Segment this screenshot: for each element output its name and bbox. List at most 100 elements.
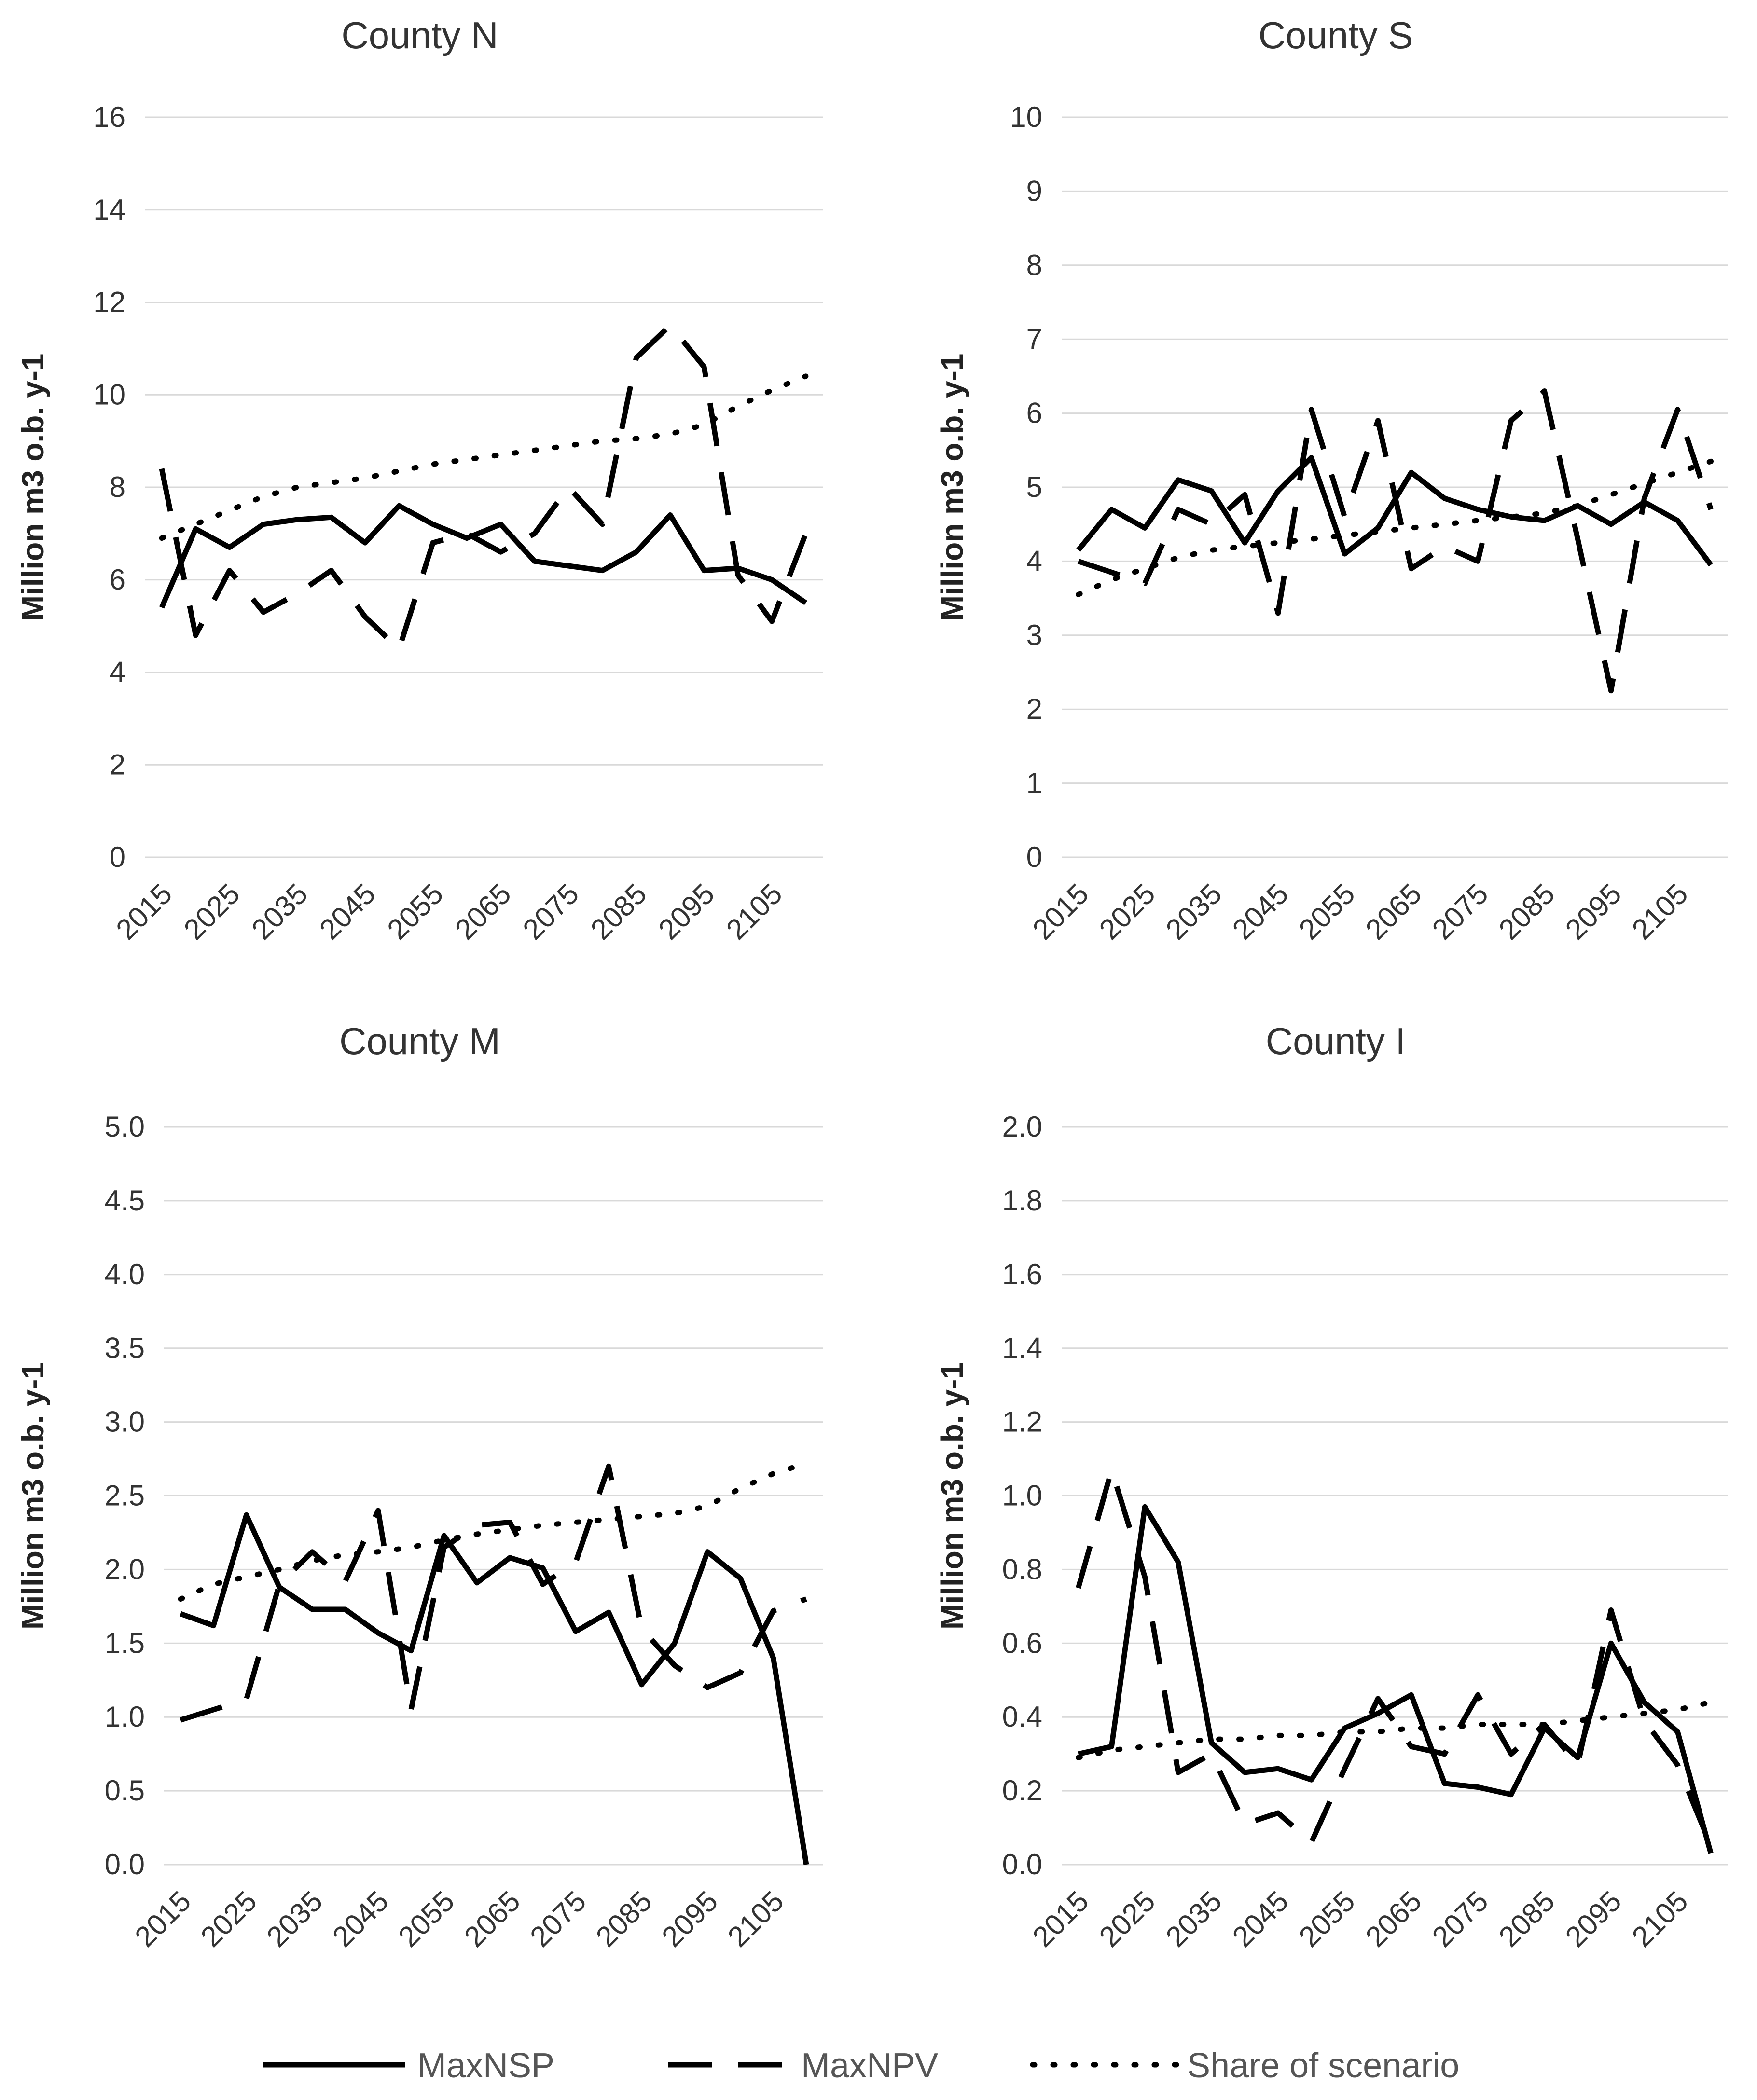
y-axis-label: Million m3 o.b. y-1 xyxy=(15,354,50,621)
chart-panel-county-n: County N Million m3 o.b. y-1 0 2 4 6 8 10 12 14… xyxy=(15,14,823,946)
x-tick-label: 2075 xyxy=(1426,1885,1494,1953)
y-tick-label: 6 xyxy=(1026,397,1042,429)
series-line-maxnsp xyxy=(1076,455,1713,567)
x-tick-label: 2035 xyxy=(246,878,314,946)
x-tick-label: 2085 xyxy=(590,1885,658,1953)
series-line-maxnsp xyxy=(1078,1504,1714,1854)
y-tick-label: 1.8 xyxy=(1002,1184,1042,1217)
y-tick-label: 10 xyxy=(1010,101,1042,133)
series-line-maxnpv xyxy=(180,1463,807,1723)
chart-panel-county-i: County I Million m3 o.b. y-1 0.0 0.2 0.4 0.… xyxy=(935,1020,1728,1953)
chart-title: County I xyxy=(1266,1020,1406,1062)
y-axis-label: Million m3 o.b. y-1 xyxy=(15,1362,50,1630)
x-tick-label: 2105 xyxy=(720,878,789,946)
legend: MaxNSP MaxNPV Share of scenario xyxy=(263,2046,1459,2085)
y-tick-label: 16 xyxy=(93,101,125,133)
y-tick-label: 6 xyxy=(110,563,125,596)
y-tick-label: 0 xyxy=(110,841,125,873)
x-tick-label: 2065 xyxy=(458,1885,526,1953)
x-tick-label: 2015 xyxy=(1026,878,1095,946)
y-tick-label: 0 xyxy=(1026,841,1042,873)
x-tick-label: 2095 xyxy=(656,1885,724,1953)
y-axis-label: Million m3 o.b. y-1 xyxy=(935,1362,969,1630)
x-tick-label: 2105 xyxy=(1626,1885,1694,1953)
chart-title: County S xyxy=(1259,14,1413,56)
x-tick-label: 2065 xyxy=(1359,878,1428,946)
series-line-maxnsp xyxy=(159,503,807,609)
y-tick-label: 1 xyxy=(1026,767,1042,799)
x-tick-label: 2035 xyxy=(1160,878,1228,946)
y-tick-label: 2.0 xyxy=(1002,1111,1042,1143)
y-tick-label: 4 xyxy=(110,656,125,688)
series-line-share-of-scenario xyxy=(159,373,809,541)
y-tick-label: 1.2 xyxy=(1002,1406,1042,1438)
x-tick-label: 2055 xyxy=(381,878,450,946)
y-tick-label: 2.5 xyxy=(105,1480,145,1512)
series-line-maxnpv xyxy=(159,322,809,652)
x-tick-label: 2045 xyxy=(1226,1885,1295,1953)
legend-label-maxnsp: MaxNSP xyxy=(417,2046,554,2085)
x-tick-label: 2075 xyxy=(517,878,585,946)
y-tick-label: 8 xyxy=(1026,249,1042,281)
y-tick-label: 1.0 xyxy=(105,1701,145,1733)
x-tick-label: 2095 xyxy=(652,878,721,946)
y-tick-label: 12 xyxy=(93,286,125,318)
y-axis-label: Million m3 o.b. y-1 xyxy=(935,354,969,621)
y-tick-label: 4.0 xyxy=(105,1258,145,1290)
y-tick-label: 3.0 xyxy=(105,1406,145,1438)
series-line-share-of-scenario xyxy=(178,1460,809,1602)
x-tick-label: 2045 xyxy=(313,878,382,946)
x-tick-label: 2085 xyxy=(584,878,653,946)
y-tick-label: 8 xyxy=(110,471,125,503)
y-tick-label: 14 xyxy=(93,193,125,226)
y-tick-label: 5.0 xyxy=(105,1111,145,1143)
y-tick-label: 5 xyxy=(1026,471,1042,503)
x-tick-label: 2065 xyxy=(1359,1885,1428,1953)
x-tick-label: 2025 xyxy=(194,1885,263,1953)
x-tick-label: 2085 xyxy=(1493,878,1561,946)
y-tick-label: 3 xyxy=(1026,619,1042,651)
x-tick-label: 2055 xyxy=(1293,878,1361,946)
y-tick-label: 0.2 xyxy=(1002,1774,1042,1807)
x-tick-label: 2105 xyxy=(721,1885,790,1953)
x-tick-label: 2095 xyxy=(1559,878,1628,946)
y-tick-label: 0.6 xyxy=(1002,1627,1042,1659)
legend-label-maxnpv: MaxNPV xyxy=(801,2046,938,2085)
y-tick-label: 10 xyxy=(93,378,125,411)
x-tick-label: 2035 xyxy=(1160,1885,1228,1953)
x-tick-label: 2045 xyxy=(326,1885,395,1953)
y-tick-label: 3.5 xyxy=(105,1332,145,1364)
y-tick-label: 0.5 xyxy=(105,1774,145,1807)
x-tick-label: 2025 xyxy=(178,878,246,946)
series-line-maxnsp xyxy=(180,1512,809,1865)
x-tick-label: 2085 xyxy=(1493,1885,1561,1953)
x-tick-label: 2035 xyxy=(261,1885,329,1953)
y-tick-label: 1.4 xyxy=(1002,1332,1042,1364)
y-tick-label: 4.5 xyxy=(105,1184,145,1217)
chart-panel-county-m: County M Million m3 o.b. y-1 0.0 0.5 1.0 1.… xyxy=(15,1020,823,1953)
chart-title: County N xyxy=(341,14,498,56)
x-tick-label: 2055 xyxy=(392,1885,461,1953)
y-tick-label: 0.8 xyxy=(1002,1553,1042,1585)
y-tick-label: 2 xyxy=(1026,693,1042,725)
y-tick-label: 1.0 xyxy=(1002,1480,1042,1512)
y-tick-label: 1.6 xyxy=(1002,1258,1042,1290)
x-tick-label: 2065 xyxy=(449,878,517,946)
x-tick-label: 2015 xyxy=(1026,1885,1095,1953)
x-tick-label: 2075 xyxy=(524,1885,593,1953)
y-tick-label: 0.0 xyxy=(105,1848,145,1880)
series-line-share-of-scenario xyxy=(1076,1700,1714,1760)
x-tick-label: 2025 xyxy=(1093,1885,1162,1953)
x-tick-label: 2075 xyxy=(1426,878,1494,946)
y-tick-label: 2.0 xyxy=(105,1553,145,1585)
series-line-maxnpv xyxy=(1076,1467,1714,1847)
y-tick-label: 7 xyxy=(1026,323,1042,355)
chart-panel-county-s: County S Million m3 o.b. y-1 0 1 2 3 4 5 6 7 8 9 1… xyxy=(935,14,1728,946)
series-line-maxnpv xyxy=(1077,388,1714,694)
x-tick-label: 2045 xyxy=(1226,878,1295,946)
y-tick-label: 9 xyxy=(1026,175,1042,207)
y-tick-label: 1.5 xyxy=(105,1627,145,1659)
y-tick-label: 4 xyxy=(1026,545,1042,577)
legend-label-share-of-scenario: Share of scenario xyxy=(1187,2046,1459,2085)
